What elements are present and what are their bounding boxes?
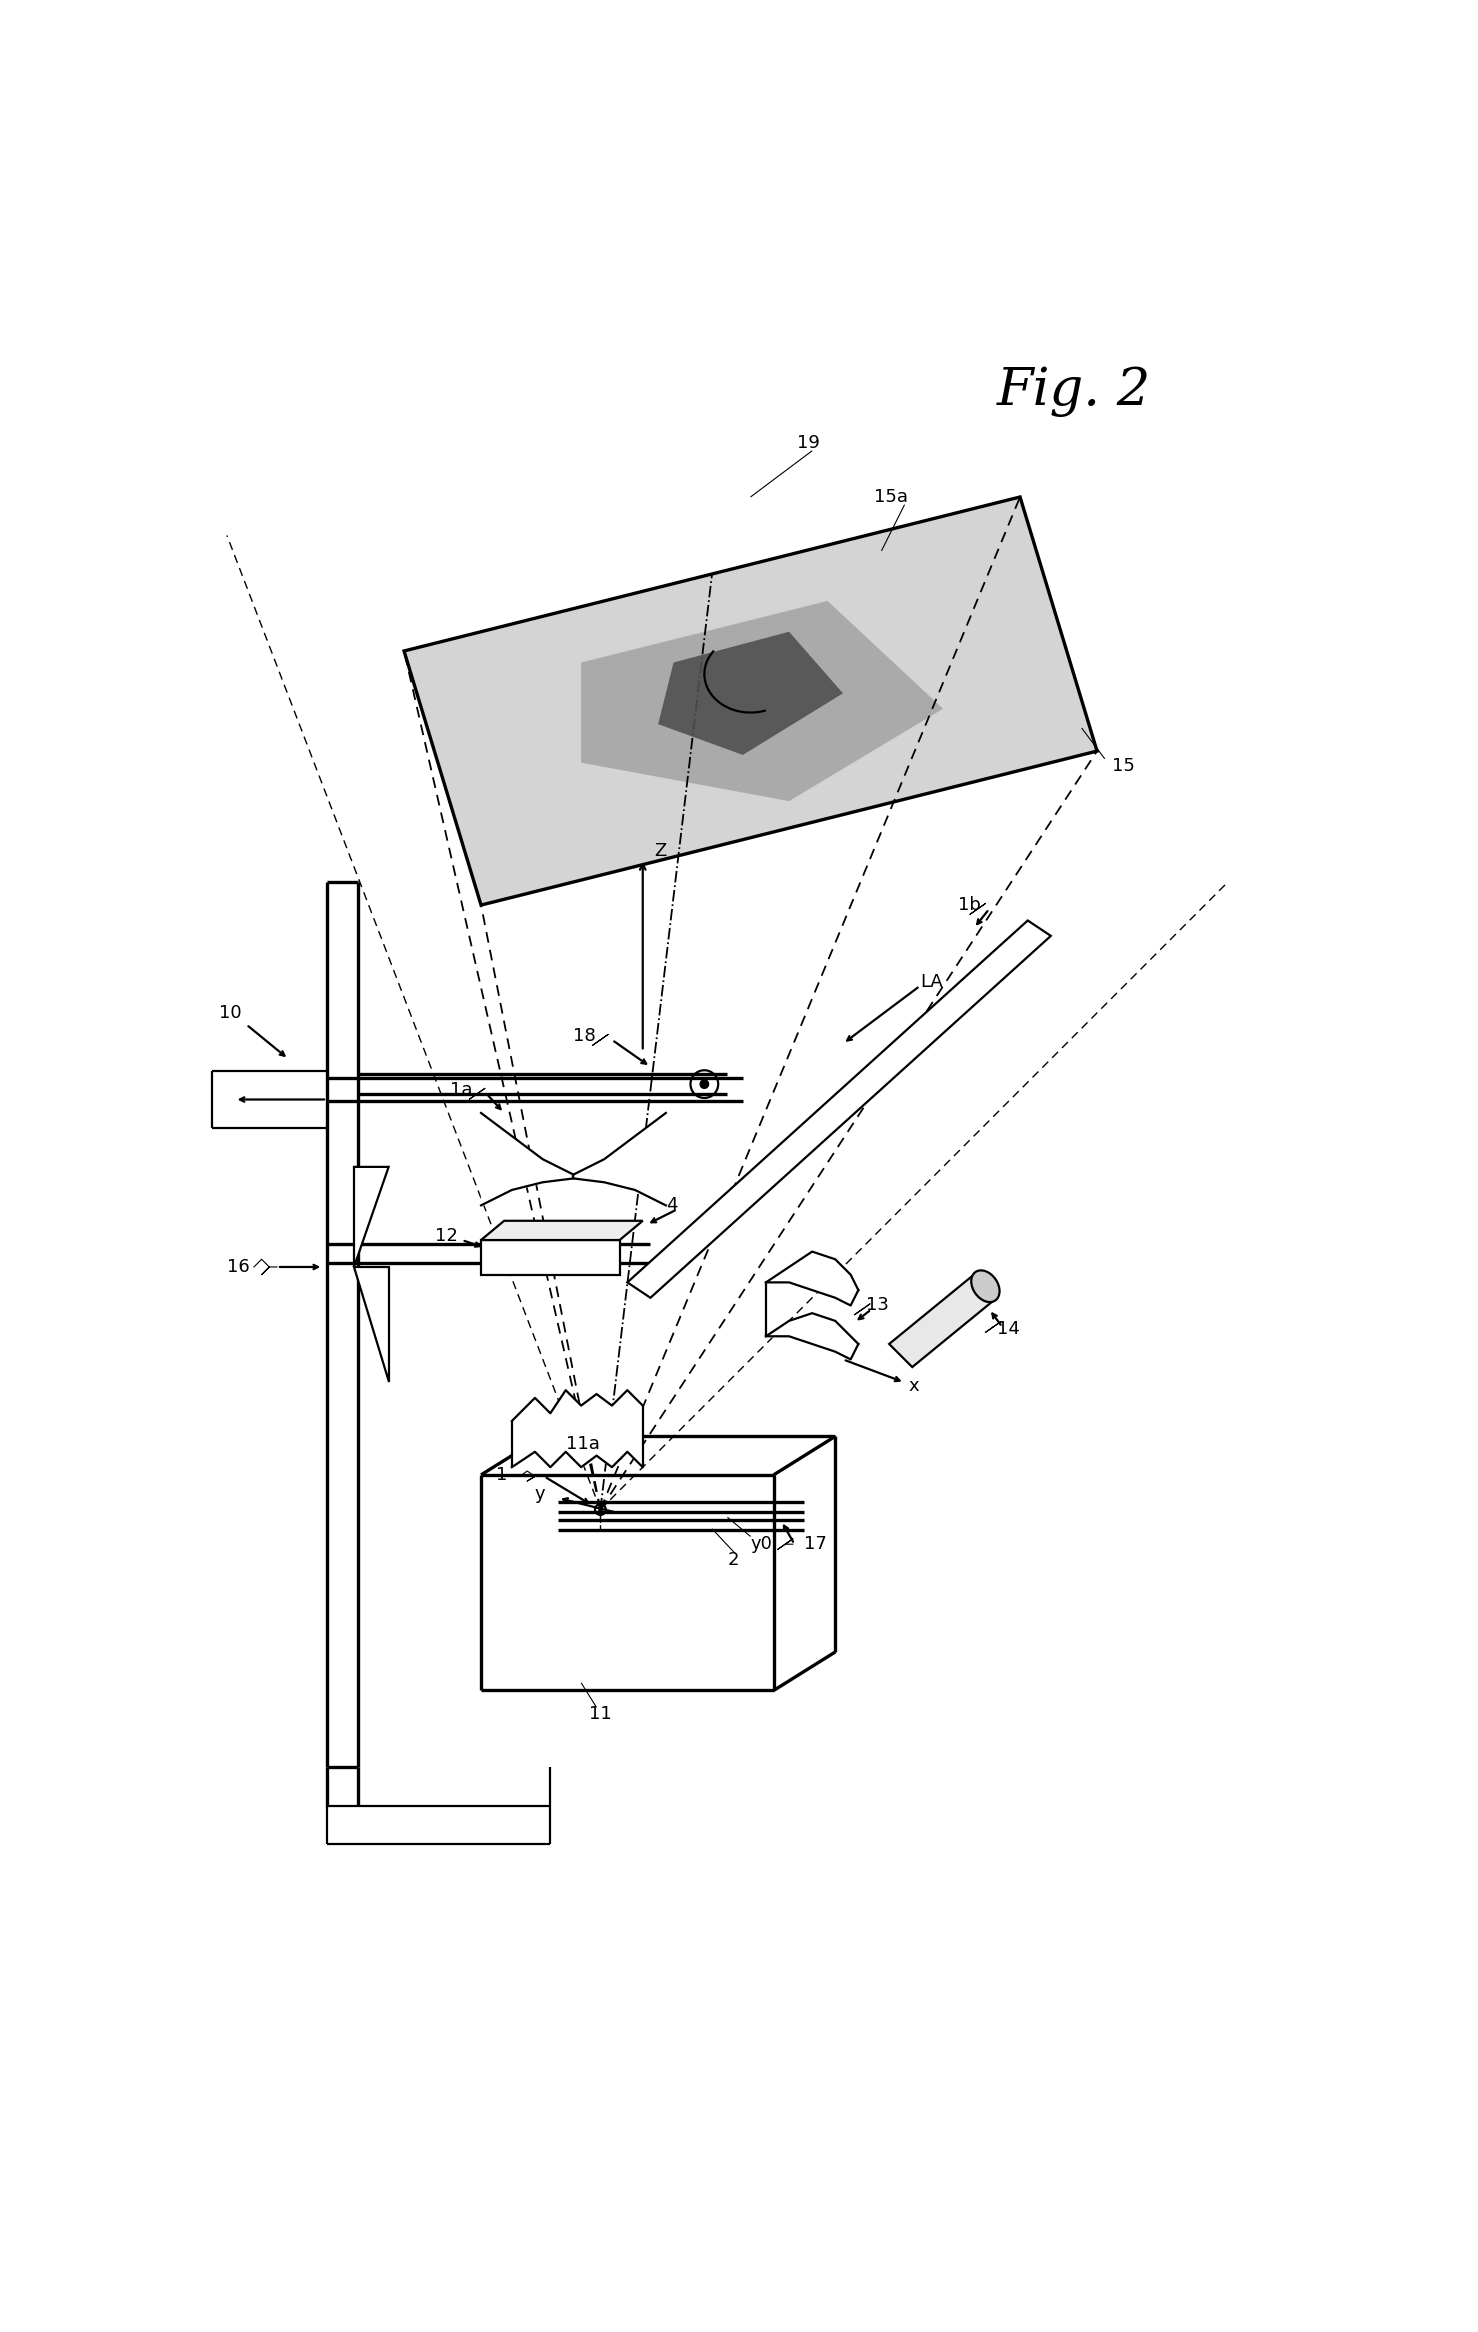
Text: 11: 11 xyxy=(588,1705,612,1723)
Text: 2: 2 xyxy=(727,1551,739,1569)
Text: x: x xyxy=(909,1378,919,1395)
Polygon shape xyxy=(355,1166,389,1266)
Text: 18: 18 xyxy=(573,1026,596,1045)
Text: 17: 17 xyxy=(804,1534,828,1553)
Text: y0: y0 xyxy=(751,1534,773,1553)
Text: LA: LA xyxy=(919,972,943,991)
Text: Z: Z xyxy=(655,842,667,861)
Text: 1b: 1b xyxy=(958,895,981,914)
Polygon shape xyxy=(890,1276,998,1367)
Text: 12: 12 xyxy=(435,1227,458,1245)
Text: Fig. 2: Fig. 2 xyxy=(998,366,1151,417)
Polygon shape xyxy=(480,1241,619,1276)
Text: 19: 19 xyxy=(797,434,820,452)
Polygon shape xyxy=(403,497,1097,905)
Text: 1a: 1a xyxy=(451,1080,473,1098)
Ellipse shape xyxy=(971,1271,999,1301)
Text: 15: 15 xyxy=(1113,758,1135,777)
Polygon shape xyxy=(480,1220,643,1241)
Text: 13: 13 xyxy=(866,1297,888,1315)
Text: 10: 10 xyxy=(219,1003,242,1021)
Polygon shape xyxy=(658,632,842,756)
Text: y: y xyxy=(535,1485,545,1504)
Text: 1: 1 xyxy=(497,1467,508,1483)
Text: 16: 16 xyxy=(228,1257,250,1276)
Polygon shape xyxy=(627,921,1051,1299)
Text: 4: 4 xyxy=(667,1196,677,1215)
Text: 14: 14 xyxy=(998,1320,1020,1339)
Polygon shape xyxy=(355,1266,389,1383)
Polygon shape xyxy=(581,602,943,802)
Text: 15a: 15a xyxy=(873,487,907,506)
Circle shape xyxy=(701,1080,708,1089)
Text: 11a: 11a xyxy=(566,1434,600,1453)
